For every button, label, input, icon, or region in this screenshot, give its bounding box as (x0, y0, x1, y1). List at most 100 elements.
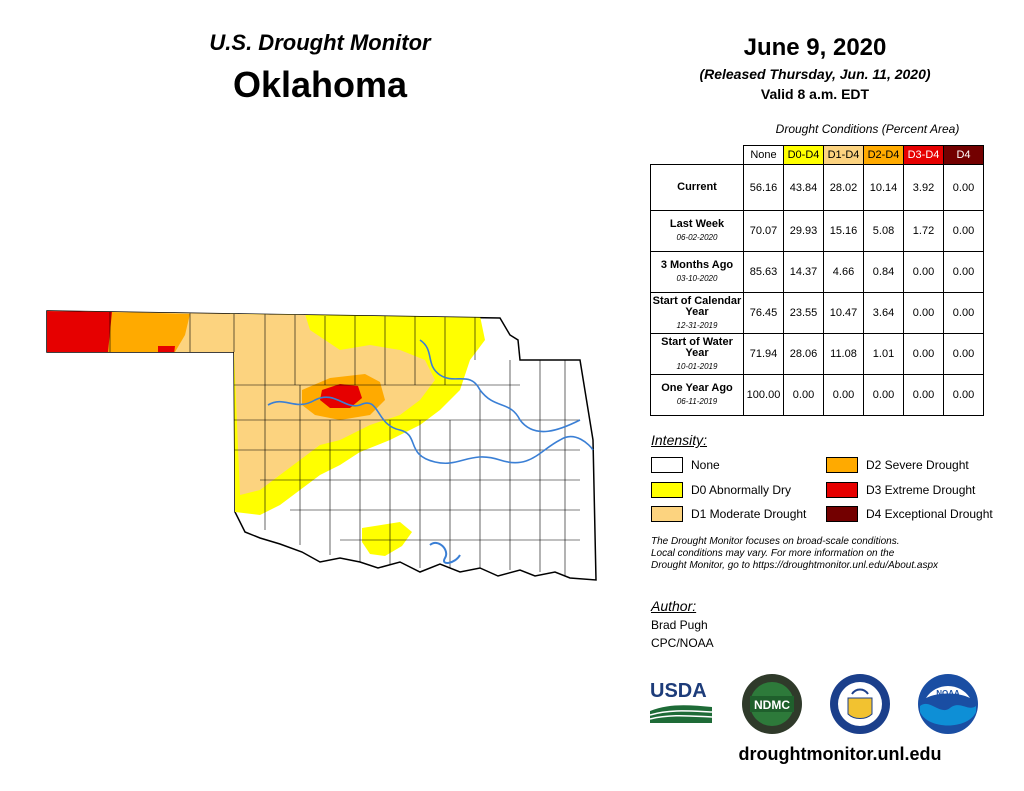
legend-title: Intensity: (651, 432, 708, 448)
author-title: Author: (651, 598, 697, 614)
oklahoma-drought-map (46, 310, 597, 581)
legend-label: D1 Moderate Drought (691, 507, 807, 521)
row-label: One Year Ago 06-11-2019 (650, 374, 744, 416)
cell-d4: 0.00 (943, 210, 984, 252)
note-line: Drought Monitor, go to https://droughtmo… (651, 560, 939, 571)
legend-label: D3 Extreme Drought (866, 483, 976, 497)
drought-conditions-table: None D0-D4 D1-D4 D2-D4 D3-D4 D4 Current … (650, 145, 984, 416)
state-title: Oklahoma (232, 64, 408, 105)
table-row-start-water-year: Start of Water Year 10-01-2019 71.94 28.0… (650, 333, 984, 375)
ndmc-logo-text: NDMC (754, 698, 790, 712)
d1-area (47, 311, 435, 495)
cell-d2-d4: 1.01 (863, 333, 904, 375)
usda-logo-text: USDA (650, 680, 707, 702)
table-corner (650, 145, 744, 165)
table-row-3-months-ago: 3 Months Ago 03-10-2020 85.63 14.37 4.66 … (650, 251, 984, 293)
usda-logo: USDA (649, 680, 713, 726)
col-d2-d4: D2-D4 (863, 145, 904, 165)
table-caption: Drought Conditions (Percent Area) (775, 122, 960, 136)
cell-d1-d4: 15.16 (823, 210, 864, 252)
cell-d2-d4: 0.84 (863, 251, 904, 293)
legend-label: None (691, 458, 720, 472)
d2-area-panhandle (100, 312, 190, 352)
row-label: Start of Water Year 10-01-2019 (650, 333, 744, 375)
d3-area-panhandle (47, 311, 112, 352)
ndmc-logo: NDMC (742, 674, 802, 734)
cell-d3-d4: 3.92 (903, 164, 944, 211)
cell-d1-d4: 0.00 (823, 374, 864, 416)
cell-d1-d4: 11.08 (823, 333, 864, 375)
county-lines (109, 311, 580, 578)
website-url: droughtmonitor.unl.edu (738, 744, 942, 764)
cell-none: 100.00 (743, 374, 784, 416)
cell-d2-d4: 3.64 (863, 292, 904, 334)
legend-item-d2: D2 Severe Drought (826, 456, 969, 474)
legend-swatch (826, 457, 858, 473)
commerce-seal-logo (830, 674, 890, 734)
cell-d4: 0.00 (943, 164, 984, 211)
cell-d3-d4: 0.00 (903, 374, 944, 416)
rivers (267, 339, 594, 564)
cell-d4: 0.00 (943, 251, 984, 293)
author-name: Brad Pugh (651, 618, 708, 632)
legend-swatch (651, 482, 683, 498)
table-row-start-calendar-year: Start of Calendar Year 12-31-2019 76.45 2… (650, 292, 984, 334)
d0-area-south (362, 522, 412, 556)
legend-swatch (651, 457, 683, 473)
legend-swatch (826, 506, 858, 522)
cell-d0-d4: 43.84 (783, 164, 824, 211)
noaa-logo: NOAA (918, 674, 978, 734)
cell-d4: 0.00 (943, 374, 984, 416)
cell-d2-d4: 10.14 (863, 164, 904, 211)
legend-item-d4: D4 Exceptional Drought (826, 505, 993, 523)
row-label: Last Week 06-02-2020 (650, 210, 744, 252)
col-none: None (743, 145, 784, 165)
cell-none: 56.16 (743, 164, 784, 211)
legend-swatch (651, 506, 683, 522)
row-label: Start of Calendar Year 12-31-2019 (650, 292, 744, 334)
legend-item-d3: D3 Extreme Drought (826, 481, 975, 499)
cell-d1-d4: 4.66 (823, 251, 864, 293)
cell-d0-d4: 29.93 (783, 210, 824, 252)
cell-d0-d4: 23.55 (783, 292, 824, 334)
cell-none: 85.63 (743, 251, 784, 293)
note-line: Local conditions may vary. For more info… (651, 548, 895, 559)
cell-d0-d4: 0.00 (783, 374, 824, 416)
monitor-title: U.S. Drought Monitor (209, 30, 431, 55)
col-d4: D4 (943, 145, 984, 165)
table-row-current: Current 56.16 43.84 28.02 10.14 3.92 0.0… (650, 164, 984, 211)
cell-d4: 0.00 (943, 292, 984, 334)
legend-item-none: None (651, 456, 720, 474)
d3-area-small (158, 346, 175, 354)
cell-d3-d4: 0.00 (903, 292, 944, 334)
usda-landscape-icon (649, 705, 713, 723)
cell-none: 70.07 (743, 210, 784, 252)
cell-d2-d4: 0.00 (863, 374, 904, 416)
cell-d1-d4: 28.02 (823, 164, 864, 211)
row-label: Current (650, 164, 744, 211)
cell-d3-d4: 0.00 (903, 251, 944, 293)
legend-swatch (826, 482, 858, 498)
note-line: The Drought Monitor focuses on broad-sca… (651, 536, 900, 547)
cell-d1-d4: 10.47 (823, 292, 864, 334)
row-label: 3 Months Ago 03-10-2020 (650, 251, 744, 293)
legend-item-d1: D1 Moderate Drought (651, 505, 806, 523)
legend-label: D0 Abnormally Dry (691, 483, 792, 497)
noaa-logo-text: NOAA (936, 689, 960, 698)
valid-time: Valid 8 a.m. EDT (760, 86, 870, 102)
col-d0-d4: D0-D4 (783, 145, 824, 165)
cell-d2-d4: 5.08 (863, 210, 904, 252)
legend-label: D4 Exceptional Drought (866, 507, 993, 521)
author-org: CPC/NOAA (651, 636, 714, 650)
cell-none: 76.45 (743, 292, 784, 334)
col-d1-d4: D1-D4 (823, 145, 864, 165)
d3-area-west (320, 384, 362, 408)
legend-item-d0: D0 Abnormally Dry (651, 481, 791, 499)
cell-none: 71.94 (743, 333, 784, 375)
release-date: (Released Thursday, Jun. 11, 2020) (699, 66, 931, 82)
map-date: June 9, 2020 (743, 34, 887, 61)
table-row-one-year-ago: One Year Ago 06-11-2019 100.00 0.00 0.00 … (650, 374, 984, 416)
cell-d0-d4: 28.06 (783, 333, 824, 375)
cell-d4: 0.00 (943, 333, 984, 375)
table-row-last-week: Last Week 06-02-2020 70.07 29.93 15.16 5.… (650, 210, 984, 252)
